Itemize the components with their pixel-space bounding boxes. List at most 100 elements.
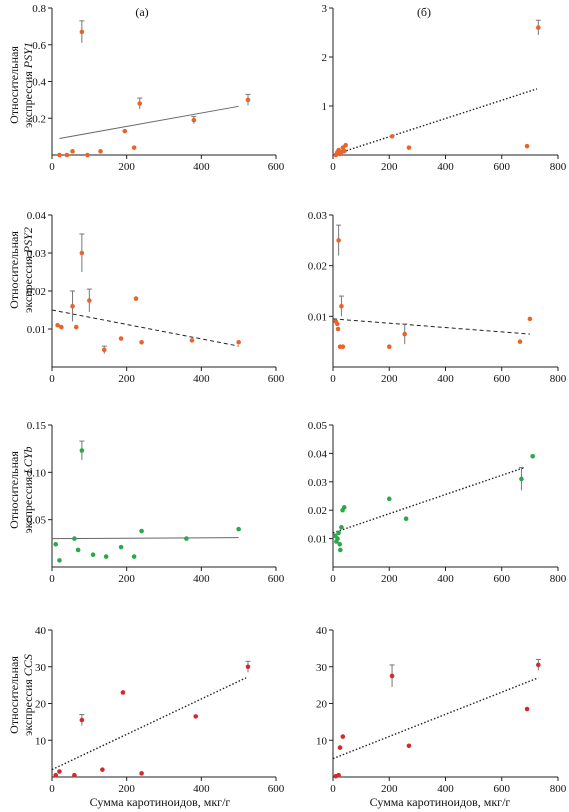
point-a-ccs-5 bbox=[120, 690, 126, 695]
x-tick-label-a-lcyb-2: 400 bbox=[193, 573, 210, 585]
y-tick-label-b-lcyb-4: 0.05 bbox=[308, 420, 328, 432]
plot-b-psy1: 0 200 400 600 800 1 2 3 bbox=[322, 3, 567, 173]
plot-a-lcyb: 0 200 400 600 0.05 0.10 0.15 bbox=[27, 420, 285, 585]
point-b-psy1-10 bbox=[524, 143, 530, 149]
point-a-lcyb-6 bbox=[103, 554, 109, 559]
ylabel-row-4-line2: экспрессия CCS bbox=[21, 654, 35, 736]
point-a-ccs-3 bbox=[79, 717, 85, 723]
point-a-lcyb-7 bbox=[118, 544, 124, 550]
ylabel-row-4-line1: Относительная bbox=[7, 656, 21, 734]
point-b-psy1-11 bbox=[536, 25, 541, 30]
point-a-lcyb-1 bbox=[57, 558, 62, 563]
y-tick-label-a-psy2-0: 0.01 bbox=[27, 324, 46, 336]
x-tick-label-b-ccs-3: 600 bbox=[494, 783, 511, 795]
x-tick-label-b-lcyb-4: 800 bbox=[550, 573, 567, 585]
x-tick-label-a-psy2-3: 600 bbox=[268, 373, 285, 385]
point-b-psy2-5 bbox=[339, 303, 344, 309]
point-a-psy1-8 bbox=[137, 101, 143, 106]
y-tick-label-a-ccs-0: 10 bbox=[35, 735, 47, 747]
y-tick-label-a-lcyb-2: 0.15 bbox=[27, 420, 47, 432]
x-tick-label-b-psy2-0: 0 bbox=[330, 373, 336, 385]
point-a-psy2-5 bbox=[87, 298, 92, 303]
x-tick-label-a-psy2-1: 200 bbox=[118, 373, 135, 385]
x-tick-label-a-psy1-0: 0 bbox=[49, 161, 55, 173]
point-b-ccs-3 bbox=[340, 734, 346, 739]
x-tick-label-b-ccs-4: 800 bbox=[550, 783, 567, 795]
point-a-lcyb-10 bbox=[184, 536, 189, 541]
point-b-psy2-3 bbox=[336, 238, 341, 243]
plot-a-ccs: 0 200 400 600 10 20 30 40 bbox=[35, 625, 285, 795]
y-tick-label-b-psy1-2: 3 bbox=[322, 3, 328, 15]
y-tick-label-b-ccs-1: 20 bbox=[316, 699, 328, 711]
y-tick-label-a-ccs-2: 30 bbox=[35, 662, 47, 674]
ylabel-row-4: Относительная экспрессия CCS bbox=[7, 654, 35, 736]
point-a-psy2-4 bbox=[79, 250, 85, 256]
x-tick-label-b-lcyb-1: 200 bbox=[381, 573, 398, 585]
x-tick-label-b-lcyb-3: 600 bbox=[494, 573, 511, 585]
point-a-psy2-2 bbox=[70, 303, 75, 309]
xlabel-right: Сумма каротиноидов, мкг/г bbox=[370, 795, 511, 809]
point-a-psy1-7 bbox=[131, 145, 137, 150]
y-tick-label-b-psy2-2: 0.03 bbox=[308, 210, 328, 222]
point-b-psy2-10 bbox=[527, 316, 533, 322]
point-a-psy2-10 bbox=[189, 338, 195, 343]
y-tick-label-b-lcyb-3: 0.04 bbox=[308, 448, 328, 460]
ylabel-row-2-line2: экспрессия PSY2 bbox=[21, 227, 35, 313]
point-b-psy2-2 bbox=[335, 326, 341, 332]
point-b-lcyb-3 bbox=[336, 530, 341, 536]
point-a-psy1-4 bbox=[85, 152, 90, 158]
point-b-ccs-7 bbox=[536, 662, 541, 668]
point-b-psy2-9 bbox=[517, 339, 523, 344]
x-tick-label-b-lcyb-2: 400 bbox=[437, 573, 454, 585]
point-b-ccs-2 bbox=[337, 745, 343, 750]
y-tick-label-b-psy1-0: 1 bbox=[322, 101, 328, 113]
y-tick-label-a-ccs-1: 20 bbox=[35, 699, 47, 711]
trend-line-a-ccs bbox=[51, 677, 247, 771]
point-b-lcyb-9 bbox=[386, 496, 392, 502]
point-b-psy1-9 bbox=[406, 145, 412, 150]
point-a-ccs-0 bbox=[53, 772, 59, 778]
x-tick-label-a-lcyb-0: 0 bbox=[49, 573, 55, 585]
point-a-psy1-6 bbox=[122, 128, 128, 134]
point-a-ccs-7 bbox=[193, 714, 199, 719]
point-a-ccs-1 bbox=[57, 769, 62, 774]
x-tick-label-a-psy2-2: 400 bbox=[193, 373, 210, 385]
y-tick-label-a-psy2-3: 0.04 bbox=[27, 210, 47, 222]
x-tick-label-b-ccs-0: 0 bbox=[330, 783, 336, 795]
x-tick-label-a-ccs-1: 200 bbox=[118, 783, 135, 795]
panel-label-b: (б) bbox=[417, 5, 431, 19]
point-b-psy2-7 bbox=[386, 344, 392, 350]
point-b-ccs-6 bbox=[524, 706, 530, 712]
point-b-psy2-6 bbox=[340, 344, 346, 350]
point-b-ccs-5 bbox=[406, 743, 412, 749]
y-tick-label-b-lcyb-1: 0.02 bbox=[308, 505, 327, 517]
plot-b-psy2: 0 200 400 600 800 0.01 0.02 0.03 bbox=[308, 210, 567, 385]
y-tick-label-b-ccs-0: 10 bbox=[316, 735, 328, 747]
point-a-psy2-7 bbox=[118, 336, 124, 341]
point-b-lcyb-8 bbox=[341, 505, 347, 510]
y-tick-label-b-psy2-1: 0.02 bbox=[308, 261, 327, 273]
ylabel-row-2-line1: Относительная bbox=[7, 231, 21, 309]
point-b-lcyb-4 bbox=[337, 541, 343, 547]
ylabel-row-1-line1: Относительная bbox=[7, 46, 21, 124]
point-a-psy1-1 bbox=[64, 152, 70, 158]
x-tick-label-b-ccs-2: 400 bbox=[437, 783, 454, 795]
x-tick-label-b-psy1-2: 400 bbox=[437, 161, 454, 173]
point-a-psy1-10 bbox=[245, 97, 251, 103]
x-tick-label-b-psy2-2: 400 bbox=[437, 373, 454, 385]
plot-b-lcyb: 0 200 400 600 800 0.01 0.02 0.03 0.04 0.05 bbox=[308, 420, 567, 585]
y-tick-label-b-lcyb-2: 0.03 bbox=[308, 477, 328, 489]
point-a-ccs-8 bbox=[245, 664, 251, 670]
point-a-psy2-1 bbox=[59, 324, 64, 330]
point-b-psy1-7 bbox=[343, 142, 348, 148]
xlabel-left: Сумма каротиноидов, мкг/г bbox=[90, 795, 231, 809]
ylabel-row-3: Относительная экспрессия LCYb bbox=[7, 446, 35, 533]
x-tick-label-b-psy1-4: 800 bbox=[550, 161, 567, 173]
point-a-psy2-8 bbox=[133, 296, 139, 301]
y-tick-label-a-psy2-1: 0.02 bbox=[27, 286, 46, 298]
x-tick-label-b-psy2-1: 200 bbox=[381, 373, 398, 385]
point-a-lcyb-0 bbox=[53, 541, 59, 547]
ylabel-row-3-line1: Относительная bbox=[7, 451, 21, 529]
point-a-lcyb-11 bbox=[236, 526, 241, 532]
